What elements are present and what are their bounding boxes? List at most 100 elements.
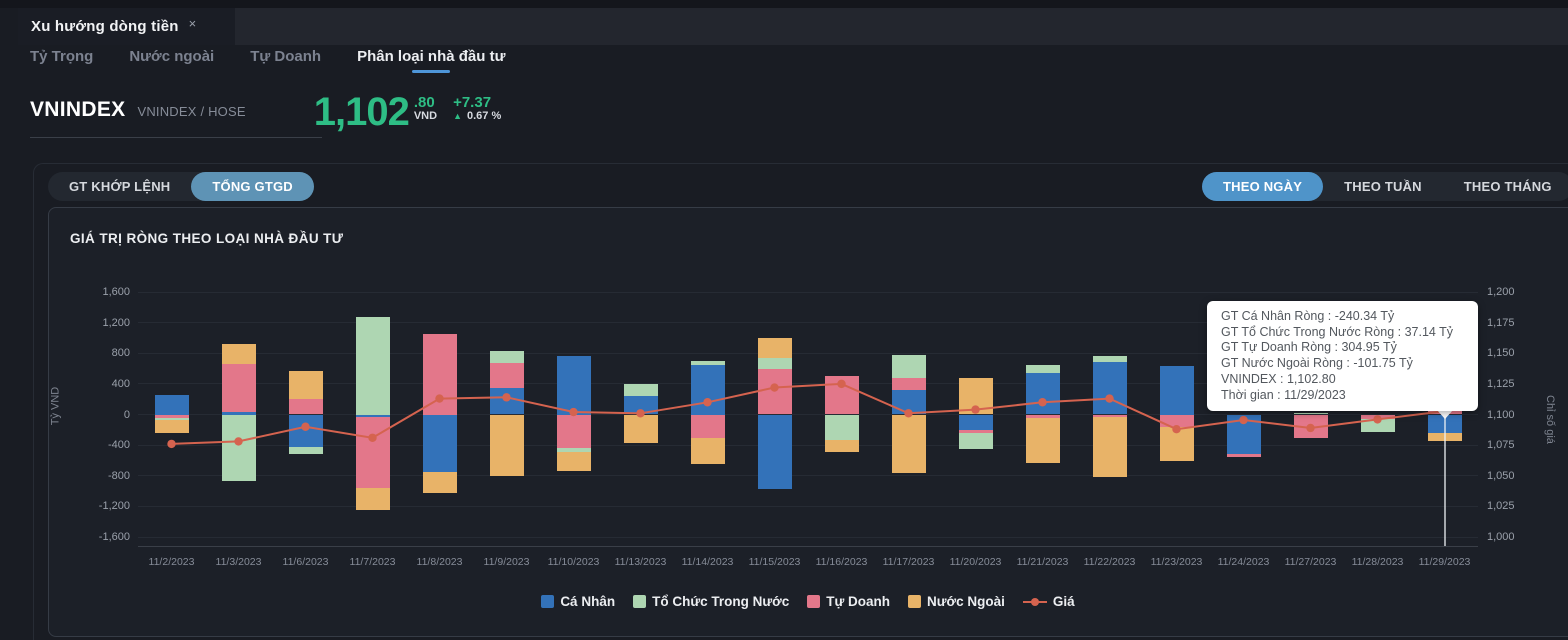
bar-group[interactable] [556, 292, 591, 546]
price-dot[interactable] [1105, 394, 1114, 403]
bar-segment[interactable] [221, 343, 256, 364]
bar-segment[interactable] [288, 398, 323, 415]
bar-segment[interactable] [1226, 453, 1261, 457]
bar-segment[interactable] [221, 412, 256, 415]
bar-segment[interactable] [824, 414, 859, 441]
bar-segment[interactable] [623, 395, 658, 415]
legend-item[interactable]: Nước Ngoài [908, 594, 1005, 609]
toggle-tong-gtgd[interactable]: TỔNG GTGD [191, 172, 314, 201]
bar-segment[interactable] [556, 452, 591, 472]
legend-item[interactable]: Cá Nhân [541, 594, 615, 609]
bar-segment[interactable] [958, 432, 993, 450]
subtab-nuoc-ngoai[interactable]: Nước ngoài [129, 48, 215, 65]
bar-segment[interactable] [690, 414, 725, 438]
price-dot[interactable] [971, 405, 980, 414]
bar-segment[interactable] [355, 488, 390, 510]
bar-segment[interactable] [690, 437, 725, 465]
price-dot[interactable] [569, 407, 578, 417]
bar-group[interactable] [1159, 292, 1194, 546]
price-dot[interactable] [1239, 415, 1248, 425]
bar-segment[interactable] [221, 414, 256, 482]
bar-segment[interactable] [1092, 356, 1127, 362]
bar-segment[interactable] [422, 471, 457, 493]
bar-segment[interactable] [891, 354, 926, 378]
bar-group[interactable] [1092, 292, 1127, 546]
bar-segment[interactable] [422, 414, 457, 472]
price-dot[interactable] [636, 409, 645, 418]
price-dot[interactable] [1038, 398, 1047, 407]
bar-segment[interactable] [1025, 414, 1060, 418]
period-theo-ngay[interactable]: THEO NGÀY [1202, 172, 1324, 201]
legend-item[interactable]: Giá [1022, 594, 1075, 609]
subtab-tu-doanh[interactable]: Tự Doanh [250, 48, 322, 65]
bar-segment[interactable] [1025, 372, 1060, 415]
bar-segment[interactable] [288, 447, 323, 454]
bar-segment[interactable] [154, 417, 189, 420]
bar-segment[interactable] [355, 317, 390, 415]
price-dot[interactable] [502, 393, 511, 402]
bar-group[interactable] [221, 292, 256, 546]
bar-group[interactable] [154, 292, 189, 546]
bar-segment[interactable] [1159, 414, 1194, 427]
legend-item[interactable]: Tự Doanh [807, 594, 890, 609]
bar-segment[interactable] [489, 362, 524, 388]
price-dot[interactable] [1373, 415, 1382, 424]
bar-segment[interactable] [1092, 361, 1127, 415]
bar-segment[interactable] [757, 338, 792, 358]
price-dot[interactable] [837, 379, 846, 389]
bar-segment[interactable] [489, 350, 524, 363]
bar-group[interactable] [1025, 292, 1060, 546]
price-dot[interactable] [770, 383, 779, 392]
bar-group[interactable] [288, 292, 323, 546]
price-dot[interactable] [904, 409, 913, 418]
tab-money-flow[interactable]: Xu hướng dòng tiền × [18, 8, 235, 45]
toggle-gt-khop-lenh[interactable]: GT KHỚP LỆNH [69, 179, 171, 194]
legend-item[interactable]: Tổ Chức Trong Nước [633, 594, 789, 609]
bar-segment[interactable] [154, 395, 189, 415]
bar-segment[interactable] [154, 414, 189, 418]
period-theo-thang[interactable]: THEO THÁNG [1463, 179, 1552, 194]
price-dot[interactable] [301, 422, 310, 431]
bar-segment[interactable] [891, 377, 926, 390]
price-dot[interactable] [1172, 425, 1181, 434]
bar-segment[interactable] [623, 414, 658, 443]
price-dot[interactable] [435, 394, 444, 403]
bar-group[interactable] [355, 292, 390, 546]
bar-segment[interactable] [154, 419, 189, 433]
bar-segment[interactable] [1025, 364, 1060, 373]
close-icon[interactable]: × [188, 16, 197, 31]
bar-segment[interactable] [623, 383, 658, 396]
bar-segment[interactable] [556, 356, 591, 415]
bar-segment[interactable] [1025, 417, 1060, 463]
price-dot[interactable] [368, 433, 377, 442]
price-dot[interactable] [1306, 423, 1315, 433]
bar-segment[interactable] [690, 361, 725, 365]
bar-group[interactable] [623, 292, 658, 546]
bar-segment[interactable] [1092, 416, 1127, 477]
bar-segment[interactable] [556, 448, 591, 453]
bar-segment[interactable] [1293, 412, 1328, 415]
bar-segment[interactable] [757, 414, 792, 490]
bar-segment[interactable] [556, 414, 591, 449]
bar-segment[interactable] [355, 414, 390, 418]
subtab-ty-trong[interactable]: Tỷ Trọng [30, 48, 94, 65]
price-dot[interactable] [703, 398, 712, 407]
bar-segment[interactable] [489, 414, 524, 477]
bar-group[interactable] [891, 292, 926, 546]
bar-segment[interactable] [288, 371, 323, 399]
subtab-phan-loai-nha-dau-tu[interactable]: Phân loại nhà đầu tư [357, 48, 505, 73]
price-dot[interactable] [234, 437, 243, 446]
bar-segment[interactable] [958, 430, 993, 433]
period-theo-tuan[interactable]: THEO TUẦN [1344, 179, 1422, 194]
bar-segment[interactable] [1092, 414, 1127, 417]
bar-segment[interactable] [958, 414, 993, 431]
price-dot[interactable] [167, 439, 176, 449]
bar-segment[interactable] [1159, 366, 1194, 415]
bar-segment[interactable] [221, 363, 256, 413]
bar-group[interactable] [489, 292, 524, 546]
bar-segment[interactable] [757, 357, 792, 369]
bar-segment[interactable] [891, 414, 926, 473]
bar-segment[interactable] [355, 417, 390, 488]
bar-segment[interactable] [1360, 419, 1395, 433]
bar-segment[interactable] [824, 440, 859, 452]
